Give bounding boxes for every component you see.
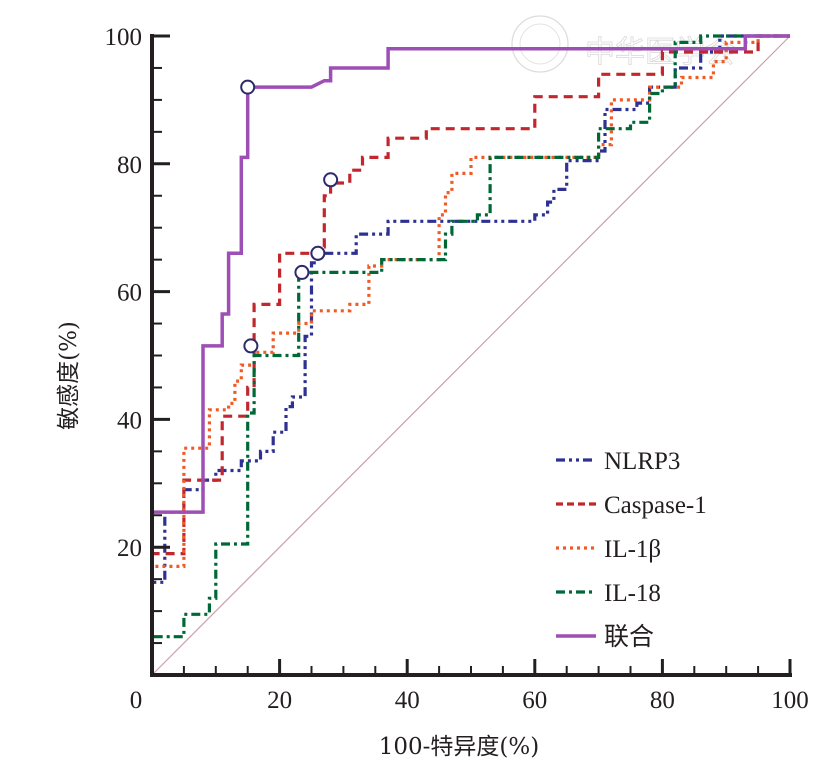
- x-tick-label: 100: [771, 687, 809, 714]
- reference-diagonal-line: [151, 35, 791, 676]
- x-tick-label: 20: [267, 687, 292, 714]
- y-tick-label: 40: [117, 407, 142, 434]
- legend: NLRP3 Caspase-1 IL-1β IL-18 联合: [556, 448, 707, 651]
- y-tick-label: 100: [105, 24, 143, 51]
- y-tick-label: 60: [117, 280, 142, 307]
- legend-label-nlrp3: NLRP3: [604, 448, 680, 475]
- cutoff-points-layer: [240, 79, 339, 354]
- watermark-seal-icon: [511, 15, 569, 73]
- legend-label-combined: 联合: [604, 623, 654, 651]
- cutoff-point-caspase-1: [323, 172, 339, 188]
- x-tick-label: 0: [130, 687, 143, 714]
- series-line-nlrp3: [150, 34, 790, 675]
- reference-layer: [151, 35, 791, 676]
- series-line-il-18: [150, 34, 790, 675]
- x-axis-ticks: 0 20 40 60 80 100: [130, 659, 809, 714]
- y-tick-label: 20: [117, 535, 142, 562]
- cutoff-point-il-18: [294, 264, 310, 280]
- x-tick-label: 60: [522, 687, 547, 714]
- legend-label-il-1: IL-1β: [604, 536, 661, 563]
- legend-label-caspase-1: Caspase-1: [604, 492, 707, 519]
- legend-label-il-18: IL-18: [604, 580, 661, 607]
- series-line-il-1: [150, 34, 790, 675]
- cutoff-point-nlrp3: [310, 245, 326, 261]
- cutoff-point-combined: [240, 79, 256, 95]
- watermark-seal-inner-icon: [519, 23, 561, 65]
- cutoff-point-il-1: [243, 338, 259, 354]
- y-axis-title: 敏感度(%): [56, 321, 82, 430]
- series-layer: [150, 34, 790, 675]
- x-tick-label: 80: [650, 687, 675, 714]
- x-axis-title: 100-特异度(%): [379, 734, 539, 760]
- y-tick-label: 80: [117, 152, 142, 179]
- x-tick-label: 40: [395, 687, 420, 714]
- series-line-combined: [150, 34, 790, 675]
- y-axis-ticks: 20 40 60 80 100: [105, 24, 170, 645]
- series-line-caspase-1: [150, 34, 790, 675]
